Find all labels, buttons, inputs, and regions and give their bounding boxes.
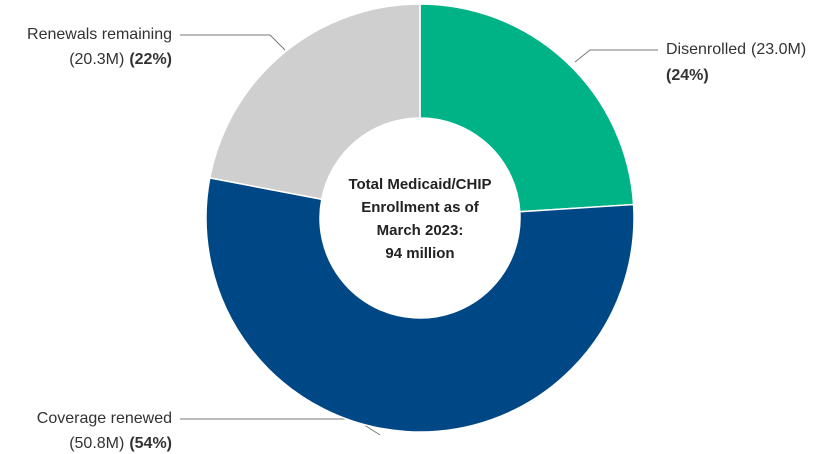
category-name: Renewals remaining xyxy=(27,26,172,43)
slice xyxy=(205,177,635,433)
slice xyxy=(208,3,421,201)
leader-line xyxy=(574,49,658,63)
center-text: Enrollment as of xyxy=(361,199,480,216)
leader-line xyxy=(180,418,381,436)
center-text: 94 million xyxy=(385,245,454,262)
center-text: March 2023: xyxy=(377,222,464,239)
value-label: (22%) xyxy=(129,51,172,68)
slice-label: (20.3M) (22%) xyxy=(69,51,172,68)
slice-label: (50.8M) (54%) xyxy=(69,435,172,452)
slice-label: Coverage renewed xyxy=(37,410,172,427)
amount-label: (20.3M) xyxy=(69,51,124,68)
slice-label: Renewals remaining xyxy=(27,26,172,43)
category-name: Coverage renewed xyxy=(37,410,172,427)
leader-line xyxy=(180,34,286,51)
value-label: (24%) xyxy=(666,67,709,84)
category-name: Disenrolled xyxy=(666,41,746,58)
amount-label: (23.0M) xyxy=(751,41,806,58)
value-label: (54%) xyxy=(129,435,172,452)
slice-label: (24%) xyxy=(666,67,709,84)
center-text: Total Medicaid/CHIP xyxy=(348,176,491,193)
slice xyxy=(419,3,635,213)
slice-label: Disenrolled (23.0M) xyxy=(666,41,806,58)
amount-label: (50.8M) xyxy=(69,435,124,452)
